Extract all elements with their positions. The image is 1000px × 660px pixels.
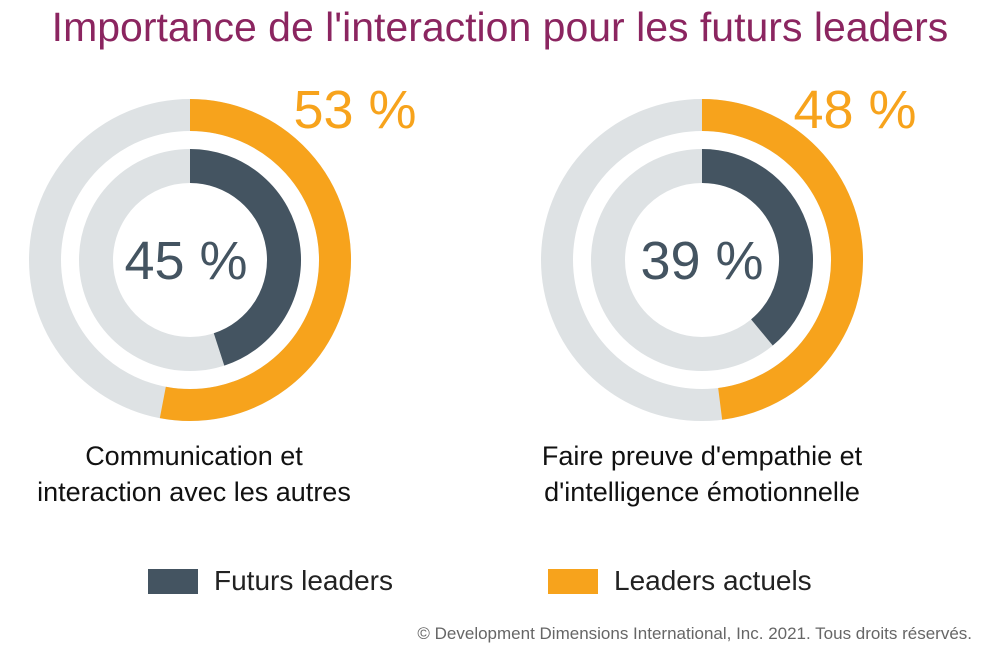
- inner-arc-futurs-leaders-1: [189, 149, 301, 366]
- outer-value-actuels-2: 48 %: [793, 80, 916, 140]
- category-label-1-line1: Communication et: [85, 441, 303, 471]
- category-label-2-line1: Faire preuve d'empathie et: [541, 441, 863, 471]
- legend-swatch-leaders-actuels: [548, 568, 598, 594]
- center-value-futurs-2: 39 %: [640, 231, 763, 291]
- outer-arc-leaders-actuels-2: [701, 99, 864, 420]
- category-label-1: Communication et interaction avec les au…: [0, 438, 404, 510]
- inner-arc-futurs-leaders-2: [701, 149, 813, 346]
- copyright-notice: © Development Dimensions International, …: [417, 624, 972, 643]
- category-label-2: Faire preuve d'empathie et d'intelligenc…: [492, 438, 912, 510]
- category-label-2-line2: d'intelligence émotionnelle: [544, 477, 860, 507]
- outer-arc-leaders-actuels-1: [159, 99, 351, 421]
- legend-label-futurs-leaders: Futurs leaders: [214, 565, 393, 596]
- outer-value-actuels-1: 53 %: [293, 80, 416, 140]
- donut-chart-1: 45 % 53 %: [29, 80, 417, 421]
- category-label-1-line2: interaction avec les autres: [37, 477, 351, 507]
- center-value-futurs-1: 45 %: [124, 231, 247, 291]
- legend-item-futurs-leaders: Futurs leaders: [148, 561, 393, 601]
- legend-label-leaders-actuels: Leaders actuels: [614, 565, 812, 596]
- donut-chart-2: 39 % 48 %: [541, 80, 917, 421]
- legend-swatch-futurs-leaders: [148, 568, 198, 594]
- legend-item-leaders-actuels: Leaders actuels: [548, 561, 812, 601]
- chart-title: Importance de l'interaction pour les fut…: [51, 4, 949, 50]
